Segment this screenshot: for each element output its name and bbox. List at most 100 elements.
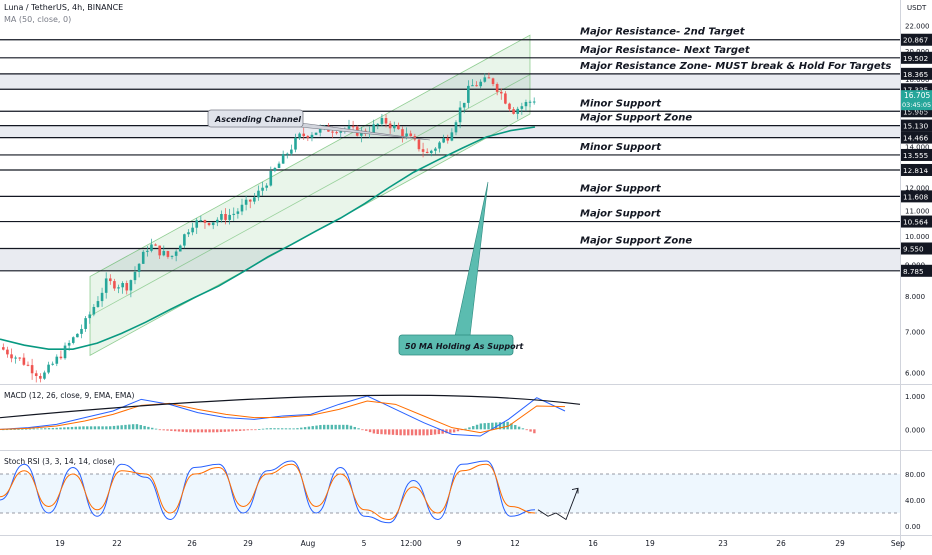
candle-body xyxy=(220,214,223,220)
macd-histogram-bar xyxy=(514,425,517,430)
candle-body xyxy=(34,373,38,376)
candle-body xyxy=(109,278,112,282)
macd-histogram-bar xyxy=(456,429,460,432)
candle-body xyxy=(133,271,137,281)
macd-histogram-bar xyxy=(407,429,410,436)
candle-body xyxy=(347,126,351,129)
candle-body xyxy=(88,314,92,319)
macd-histogram-bar xyxy=(154,428,158,430)
macd-histogram-bar xyxy=(342,424,345,430)
candle-body xyxy=(417,139,421,150)
macd-histogram-bar xyxy=(227,429,230,432)
candle-body xyxy=(55,356,59,364)
candle-body xyxy=(438,142,441,149)
candle-body xyxy=(380,118,384,124)
price-level-label-box xyxy=(901,190,932,203)
macd-histogram-bar xyxy=(86,426,89,430)
candle-body xyxy=(430,150,433,154)
candle-body xyxy=(244,199,248,205)
macd-histogram-bar xyxy=(468,427,471,430)
price-level-label: 20.867 xyxy=(903,36,928,45)
support-resistance-zone xyxy=(0,73,900,90)
candle-body xyxy=(232,213,236,215)
candle-body xyxy=(483,77,487,82)
macd-histogram-bar xyxy=(288,428,292,430)
macd-histogram-bar xyxy=(265,428,269,430)
candle-body xyxy=(166,251,170,257)
macd-histogram-bar xyxy=(498,422,502,430)
candle-body xyxy=(96,301,100,307)
candle-body xyxy=(84,318,87,329)
price-level-label: 17.335 xyxy=(903,85,928,94)
level-annotation: Major Support xyxy=(580,209,662,220)
macd-histogram-bar xyxy=(131,424,135,430)
macd-histogram-bar xyxy=(372,429,376,434)
symbol-title: Luna / TetherUS, 4h, BINANCE xyxy=(4,3,124,12)
candle-body xyxy=(92,306,96,315)
candle-body xyxy=(76,333,79,338)
macd-histogram-bar xyxy=(223,429,227,432)
price-level-label: 15.965 xyxy=(903,107,928,116)
macd-histogram-bar xyxy=(89,426,93,430)
candle-body xyxy=(401,129,404,137)
time-axis-tick: Sep xyxy=(891,539,905,548)
price-level-label: 13.555 xyxy=(903,151,928,160)
candle-body xyxy=(248,199,252,202)
candle-body xyxy=(67,342,71,346)
stoch-rsi-title: Stoch RSI (3, 3, 14, 14, close) xyxy=(4,457,115,466)
candle-body xyxy=(504,93,507,104)
macd-histogram-bar xyxy=(101,426,104,430)
macd-histogram-bar xyxy=(151,427,154,430)
candle-body xyxy=(310,134,314,138)
price-level-label: 18.365 xyxy=(903,70,928,79)
candle-body xyxy=(224,214,227,220)
macd-histogram-bar xyxy=(216,429,219,433)
macd-histogram-bar xyxy=(323,424,326,430)
candle-body xyxy=(306,136,310,138)
price-axis-tick: 8.000 xyxy=(905,293,925,301)
macd-histogram-bar xyxy=(414,429,418,436)
macd-histogram-bar xyxy=(445,429,448,434)
price-axis-tick: 12.000 xyxy=(905,185,930,193)
macd-histogram-bar xyxy=(349,425,353,430)
macd-histogram-bar xyxy=(55,427,58,430)
macd-histogram-bar xyxy=(330,424,334,430)
level-annotation: Minor Support xyxy=(580,98,662,109)
macd-histogram-bar xyxy=(51,427,55,430)
level-annotation: Major Resistance Zone- MUST break & Hold… xyxy=(580,61,891,72)
time-axis-tick: Aug xyxy=(301,539,316,548)
macd-axis-tick: 0.000 xyxy=(905,426,925,434)
candle-body xyxy=(491,78,495,85)
candle-body xyxy=(257,190,260,198)
macd-histogram-bar xyxy=(124,424,127,430)
macd-histogram-bar xyxy=(59,427,62,430)
candle-body xyxy=(331,131,334,133)
macd-histogram-bar xyxy=(231,429,234,432)
candle-body xyxy=(450,132,454,141)
time-axis-tick: 12:00 xyxy=(400,539,422,548)
candle-body xyxy=(51,363,54,365)
time-axis-tick: 23 xyxy=(718,539,728,548)
macd-histogram-bar xyxy=(300,427,303,430)
macd-histogram-bar xyxy=(181,429,185,432)
candle-body xyxy=(273,167,277,171)
candle-body xyxy=(141,251,145,264)
price-axis-tick: 10.000 xyxy=(905,233,930,241)
macd-histogram-bar xyxy=(238,429,242,431)
candle-body xyxy=(512,109,515,114)
macd-histogram-bar xyxy=(487,422,490,430)
candle-body xyxy=(154,244,157,246)
candle-body xyxy=(277,163,281,168)
candle-body xyxy=(187,232,190,235)
candle-body xyxy=(43,372,46,379)
candle-body xyxy=(10,354,13,359)
level-annotation: Major Resistance- 2nd Target xyxy=(580,27,746,38)
macd-histogram xyxy=(2,421,536,436)
candle-body xyxy=(302,133,306,137)
candle-body xyxy=(281,154,285,164)
candle-body xyxy=(59,356,63,359)
macd-histogram-bar xyxy=(246,429,249,431)
